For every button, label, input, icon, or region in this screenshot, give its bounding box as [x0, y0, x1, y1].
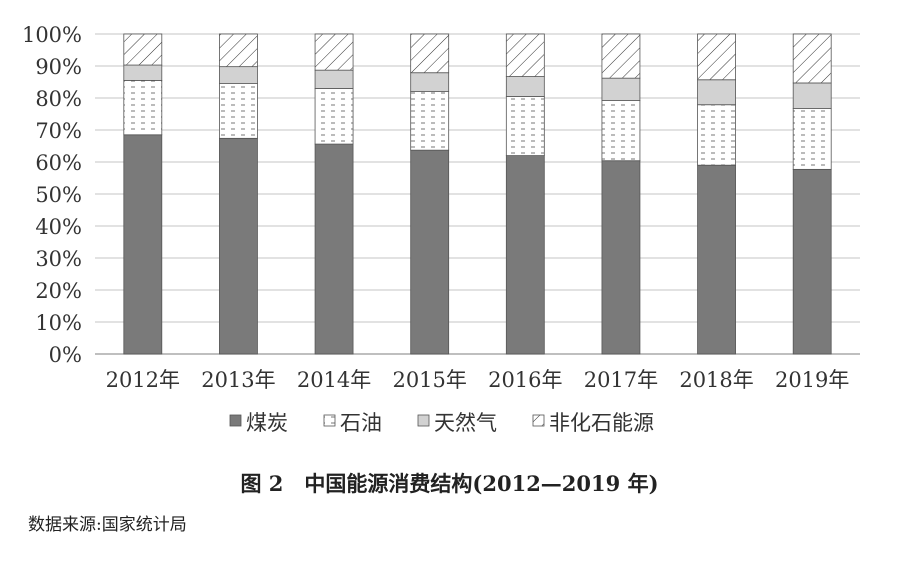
bar-segment-石油	[314, 88, 354, 145]
bar-segment-天然气	[601, 77, 641, 101]
stacked-bar-chart: 0% 10% 20% 30% 40% 50% 60% 70% 80% 90% 100% 2012年 20…	[22, 23, 860, 435]
data-source: 数据来源:国家统计局	[28, 515, 187, 535]
bar-segment-天然气	[792, 82, 832, 109]
x-tick-label: 2012年	[106, 368, 180, 392]
bar-segment-天然气	[697, 79, 736, 106]
legend-label: 煤炭	[246, 411, 288, 435]
y-tick-label: 80%	[35, 87, 82, 111]
y-tick-label: 60%	[35, 151, 82, 175]
y-tick-label: 40%	[35, 215, 82, 239]
legend-label: 非化石能源	[549, 411, 654, 435]
y-tick-label: 20%	[35, 279, 82, 303]
bar-segment-煤炭	[601, 160, 641, 355]
bar-segment-天然气	[314, 69, 354, 89]
legend-swatch	[532, 414, 545, 427]
bar-segment-煤炭	[219, 137, 258, 355]
y-tick-label: 30%	[35, 247, 82, 271]
bar-segment-非化石能源	[601, 33, 641, 79]
legend-swatch	[229, 414, 242, 427]
bar-segment-非化石能源	[792, 33, 832, 84]
y-tick-label: 0%	[49, 343, 82, 367]
bar-segment-石油	[505, 96, 545, 157]
bar-segment-煤炭	[505, 155, 545, 355]
bar-segment-石油	[792, 108, 832, 170]
bar-segment-煤炭	[123, 134, 163, 355]
bar-segment-非化石能源	[314, 33, 354, 71]
legend-label: 石油	[340, 411, 382, 435]
bar-segment-天然气	[410, 72, 450, 93]
legend-swatch	[417, 414, 430, 427]
bar-segment-石油	[410, 91, 450, 151]
x-tick-label: 2018年	[679, 368, 753, 392]
bar-segment-石油	[219, 83, 258, 139]
bar-segment-煤炭	[314, 143, 354, 355]
x-tick-label: 2016年	[488, 368, 562, 392]
bar-segment-石油	[601, 100, 641, 162]
bar-segment-天然气	[505, 76, 545, 97]
bar-segment-非化石能源	[219, 33, 258, 68]
bar-segment-非化石能源	[123, 33, 163, 66]
x-tick-label: 2015年	[392, 368, 466, 392]
bar-segment-天然气	[219, 66, 258, 84]
legend-label: 天然气	[434, 411, 497, 435]
bar-segment-天然气	[123, 64, 163, 81]
bar-segment-石油	[123, 80, 163, 136]
y-tick-label: 90%	[35, 55, 82, 79]
bar-segment-非化石能源	[505, 33, 545, 77]
bar-segment-非化石能源	[410, 33, 450, 74]
y-tick-label: 10%	[35, 311, 82, 335]
chart-title: 图 2 中国能源消费结构(2012—2019 年)	[240, 471, 659, 496]
x-tick-label: 2017年	[584, 368, 658, 392]
y-tick-label: 100%	[22, 23, 82, 47]
bar-segment-煤炭	[792, 168, 832, 355]
legend-swatch	[323, 414, 336, 427]
y-tick-label: 70%	[35, 119, 82, 143]
bar-segment-煤炭	[410, 149, 450, 355]
bar-segment-非化石能源	[697, 33, 736, 81]
x-tick-label: 2019年	[775, 368, 849, 392]
x-tick-label: 2014年	[297, 368, 371, 392]
y-tick-label: 50%	[35, 183, 82, 207]
bar-segment-石油	[697, 104, 736, 166]
x-tick-label: 2013年	[201, 368, 275, 392]
bar-segment-煤炭	[697, 164, 736, 355]
